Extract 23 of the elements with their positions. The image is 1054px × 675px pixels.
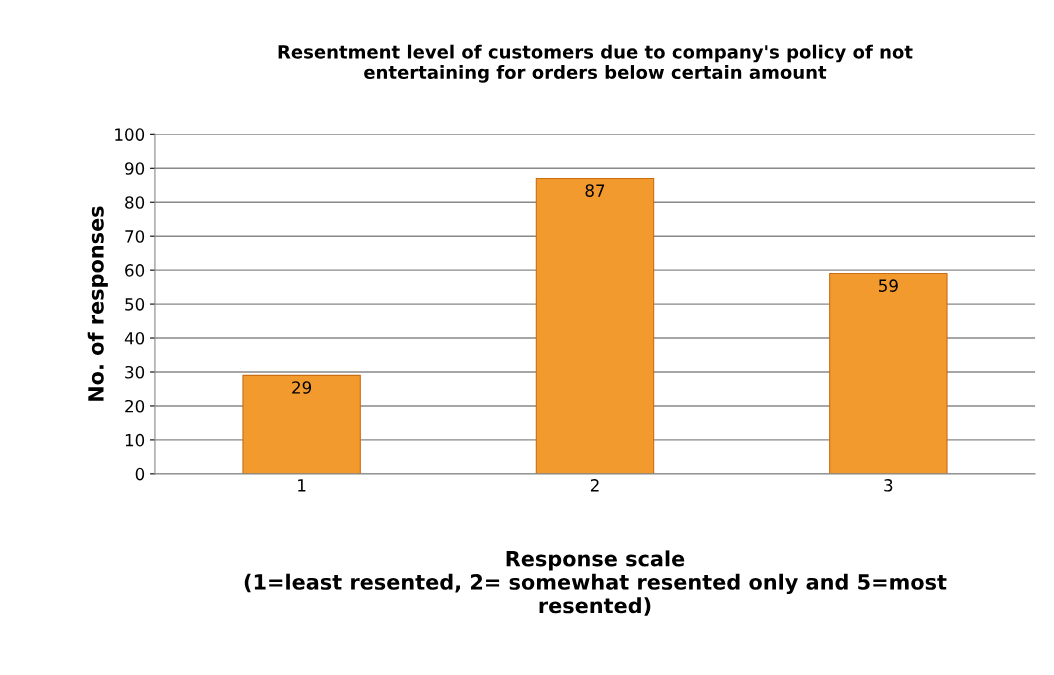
x-axis-title: Response scale (1=least resented, 2= somewhat resented only and 5=most resented) <box>244 550 947 616</box>
y-tick-label: 40 <box>124 332 145 345</box>
y-tick-label: 100 <box>115 128 145 141</box>
data-label: 29 <box>292 381 312 394</box>
y-tick-label: 30 <box>125 365 145 379</box>
x-tick-label: 2 <box>590 479 599 492</box>
y-tick-label: 10 <box>125 433 145 447</box>
y-axis-title: No. of responses <box>87 206 108 401</box>
bar <box>829 272 948 474</box>
y-tick-label: 70 <box>125 230 145 243</box>
y-tick-label: 20 <box>125 399 145 413</box>
data-label: 87 <box>585 184 605 197</box>
y-tick-label: 90 <box>125 162 145 175</box>
bar <box>535 177 655 474</box>
y-tick-label: 80 <box>125 196 145 209</box>
x-tick-label: 1 <box>298 479 306 492</box>
chart-title: Resentment level of customers due to company's policy of not entertaining for orders below certain amount <box>278 44 913 83</box>
bar <box>242 374 361 474</box>
y-tick-label: 60 <box>125 264 145 277</box>
y-tick-label: 50 <box>125 298 145 311</box>
x-tick-label: 3 <box>884 479 893 492</box>
data-label: 59 <box>879 279 898 292</box>
y-tick-label: 0 <box>135 467 145 481</box>
